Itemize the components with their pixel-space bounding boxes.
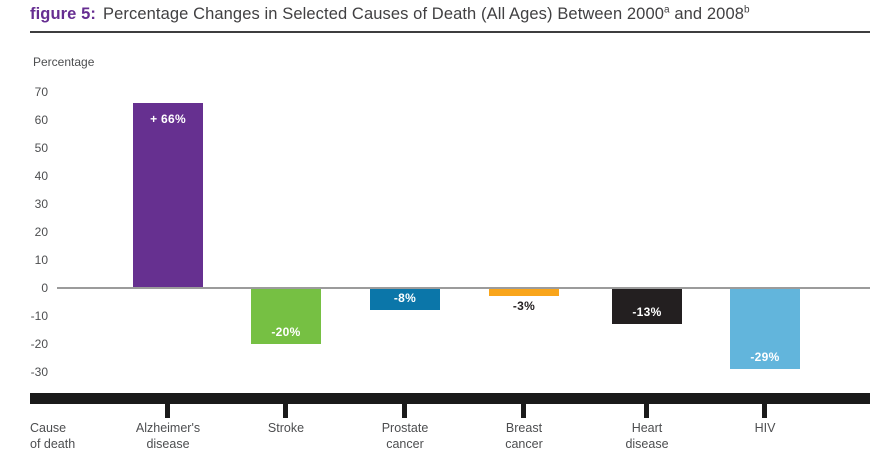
- y-tick-label--10: -10: [30, 309, 48, 323]
- bar-value-label-breast-cancer: -3%: [512, 299, 536, 313]
- bar-value-label-alzheimer-s-disease: + 66%: [150, 112, 186, 126]
- bar-value-label-heart-disease: -13%: [632, 305, 662, 319]
- category-label-heart-disease: Heart disease: [625, 421, 669, 451]
- footnote-marker-a: a: [664, 4, 670, 16]
- category-label-stroke: Stroke: [267, 421, 305, 435]
- figure-title-text: Percentage Changes in Selected Causes of…: [103, 4, 750, 23]
- y-tick-label-10: 10: [34, 253, 48, 267]
- y-axis-title: Percentage: [33, 55, 95, 69]
- y-tick-label--30: -30: [30, 365, 48, 379]
- figure-title: figure 5: Percentage Changes in Selected …: [30, 5, 750, 24]
- title-divider: [30, 31, 870, 33]
- x-tick-hiv: [762, 403, 767, 418]
- figure-number-label: figure 5:: [30, 5, 96, 23]
- y-tick-label-40: 40: [34, 169, 48, 183]
- y-tick-label--20: -20: [30, 337, 48, 351]
- x-tick-prostate-cancer: [402, 403, 407, 418]
- bar-alzheimer-s-disease: [133, 103, 203, 288]
- zero-baseline: [57, 287, 870, 289]
- footnote-marker-b: b: [744, 4, 750, 16]
- bar-value-label-stroke: -20%: [271, 325, 301, 339]
- bar-heart-disease: [612, 288, 682, 324]
- y-tick-label-0: 0: [41, 281, 48, 295]
- x-tick-alzheimer-s-disease: [165, 403, 170, 418]
- bar-stroke: [251, 288, 321, 344]
- x-axis-title-line2: of death: [30, 437, 76, 451]
- y-tick-label-20: 20: [34, 225, 48, 239]
- bar-hiv: [730, 288, 800, 369]
- bar-value-label-hiv: -29%: [750, 350, 780, 364]
- category-label-prostate-cancer: Prostate cancer: [381, 421, 429, 451]
- category-label-breast-cancer: Breast cancer: [505, 421, 543, 451]
- x-tick-heart-disease: [644, 403, 649, 418]
- y-tick-label-70: 70: [34, 85, 48, 99]
- category-label-hiv: HIV: [754, 421, 776, 435]
- category-label-alzheimer-s-disease: Alzheimer's disease: [135, 421, 201, 451]
- x-axis-title-line1: Cause: [30, 421, 67, 435]
- x-axis-title: Cause of death: [30, 420, 75, 452]
- bar-prostate-cancer: [370, 288, 440, 310]
- x-axis-bar: [30, 393, 870, 404]
- y-tick-label-50: 50: [34, 141, 48, 155]
- x-tick-stroke: [283, 403, 288, 418]
- bar-value-label-prostate-cancer: -8%: [393, 291, 417, 305]
- bar-breast-cancer: [489, 288, 559, 296]
- y-tick-label-30: 30: [34, 197, 48, 211]
- x-tick-breast-cancer: [521, 403, 526, 418]
- y-tick-label-60: 60: [34, 113, 48, 127]
